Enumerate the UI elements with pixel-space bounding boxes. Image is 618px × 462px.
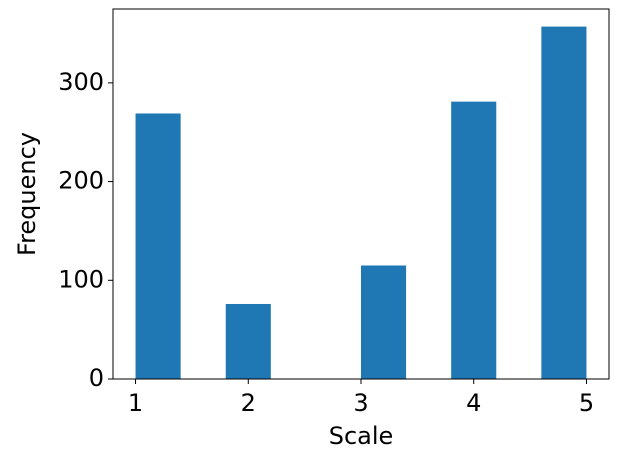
x-tick-label: 1 <box>128 389 143 417</box>
x-tick-label: 4 <box>466 389 481 417</box>
bar <box>451 101 497 380</box>
x-tick-label: 3 <box>353 389 368 417</box>
bar <box>541 26 587 379</box>
y-axis-label: Frequency <box>13 132 41 256</box>
x-tick-label: 2 <box>241 389 256 417</box>
bar <box>135 113 181 379</box>
x-axis-label: Scale <box>329 422 394 450</box>
y-tick-label: 200 <box>58 167 104 195</box>
y-tick-label: 300 <box>58 68 104 96</box>
bar <box>225 303 271 379</box>
bar <box>361 265 407 379</box>
y-tick-label: 100 <box>58 265 104 293</box>
x-tick-label: 5 <box>579 389 594 417</box>
y-tick-label: 0 <box>89 364 104 392</box>
